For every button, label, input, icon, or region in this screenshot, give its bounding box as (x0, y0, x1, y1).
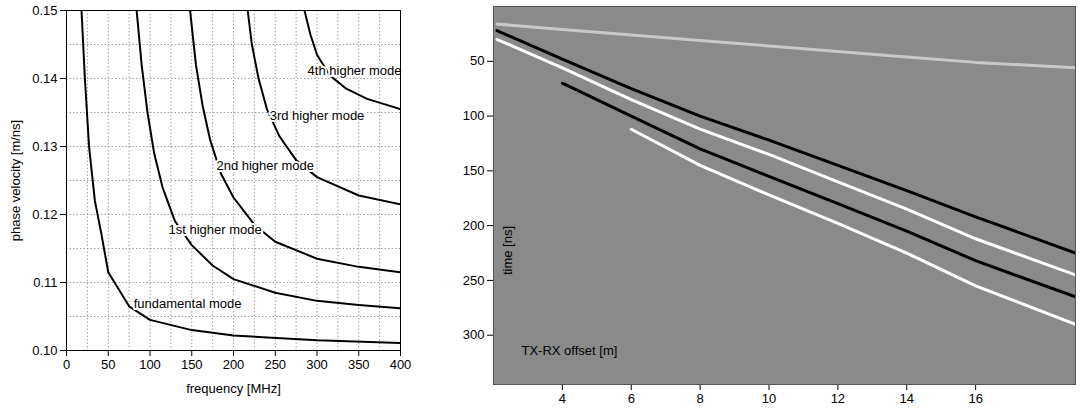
svg-text:3rd higher mode: 3rd higher mode (270, 108, 365, 123)
svg-text:100: 100 (139, 357, 161, 372)
svg-text:fundamental mode: fundamental mode (134, 296, 242, 311)
svg-text:14: 14 (900, 391, 914, 406)
svg-text:TX-RX offset [m]: TX-RX offset [m] (522, 343, 618, 358)
svg-text:250: 250 (463, 273, 485, 288)
svg-text:0.13: 0.13 (32, 139, 57, 154)
svg-text:250: 250 (264, 357, 286, 372)
svg-text:0: 0 (63, 357, 70, 372)
svg-text:0.11: 0.11 (33, 275, 57, 290)
svg-text:50: 50 (470, 53, 484, 68)
svg-text:phase velocity [m/ns]: phase velocity [m/ns] (8, 120, 23, 241)
svg-text:time [ns]: time [ns] (500, 226, 515, 275)
svg-text:0.12: 0.12 (32, 207, 57, 222)
svg-text:frequency [MHz]: frequency [MHz] (186, 381, 281, 396)
svg-text:150: 150 (463, 163, 485, 178)
svg-text:6: 6 (628, 391, 635, 406)
svg-text:16: 16 (968, 391, 982, 406)
svg-text:300: 300 (306, 357, 328, 372)
svg-text:350: 350 (348, 357, 370, 372)
svg-text:150: 150 (181, 357, 203, 372)
svg-text:100: 100 (463, 108, 485, 123)
svg-text:400: 400 (390, 357, 412, 372)
svg-text:4th higher mode: 4th higher mode (308, 62, 402, 77)
svg-text:200: 200 (463, 218, 485, 233)
svg-text:0.15: 0.15 (32, 3, 57, 18)
svg-text:50: 50 (101, 357, 115, 372)
svg-text:4: 4 (559, 391, 566, 406)
svg-text:200: 200 (223, 357, 245, 372)
svg-text:12: 12 (831, 391, 845, 406)
svg-text:0.10: 0.10 (32, 343, 57, 358)
svg-text:8: 8 (697, 391, 704, 406)
svg-text:2nd higher mode: 2nd higher mode (216, 158, 314, 173)
svg-text:0.14: 0.14 (32, 71, 57, 86)
svg-text:10: 10 (762, 391, 776, 406)
svg-text:300: 300 (463, 327, 485, 342)
svg-text:1st higher mode: 1st higher mode (169, 222, 262, 237)
